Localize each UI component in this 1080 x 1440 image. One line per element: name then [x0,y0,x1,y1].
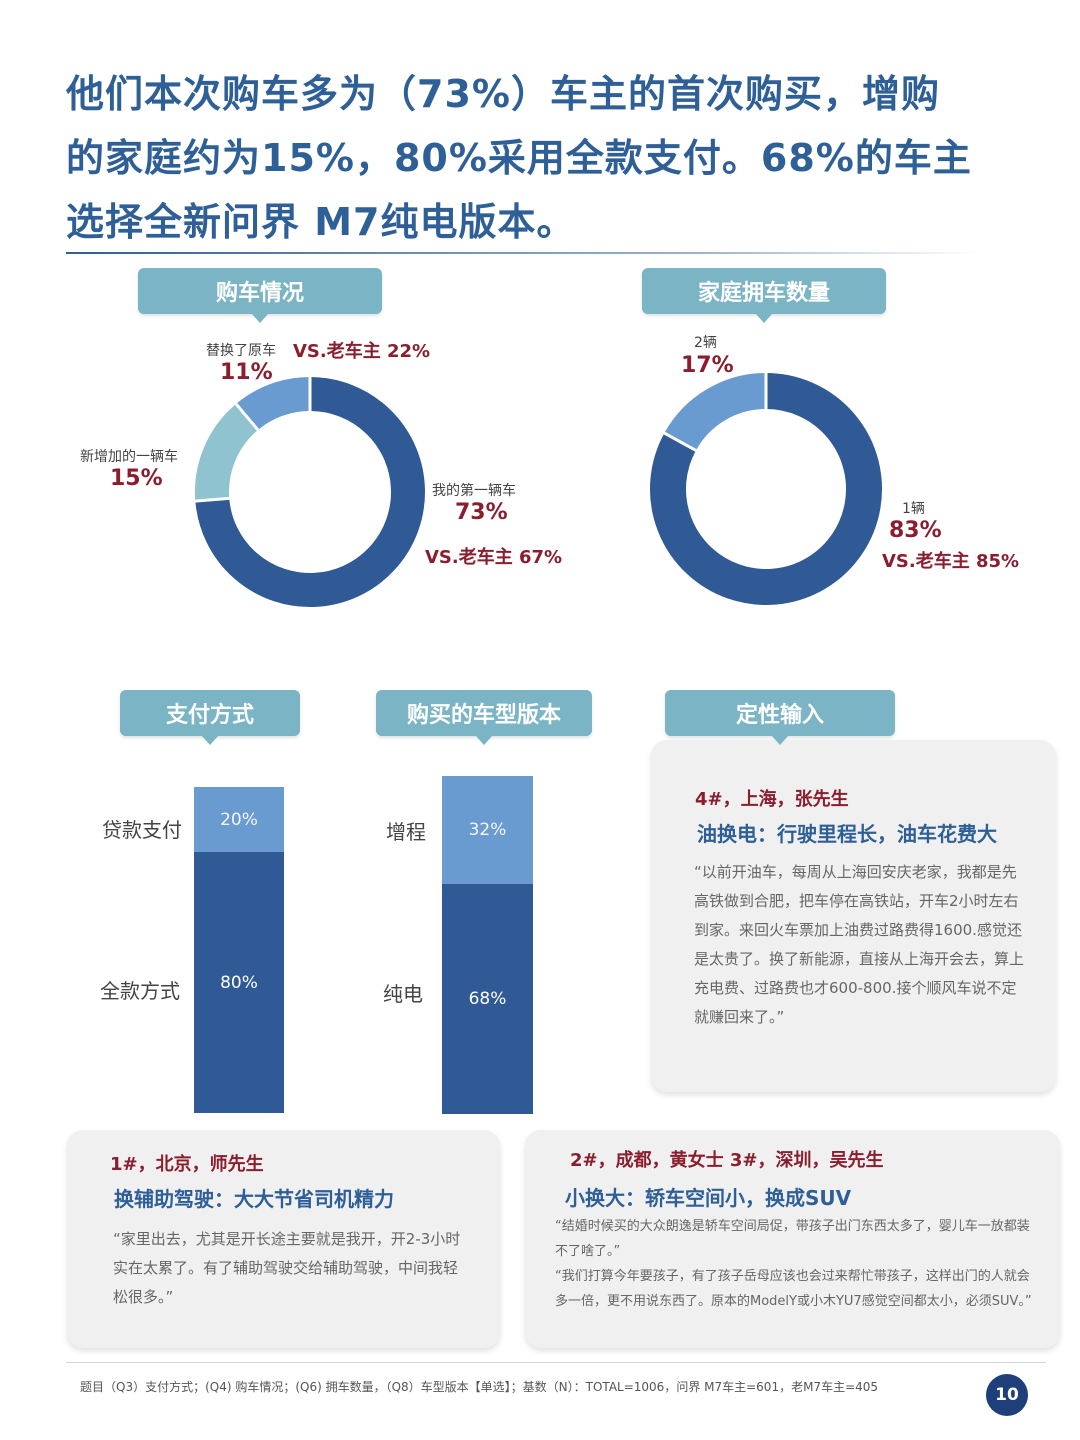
purchase-donut-chart [195,377,425,607]
purchase-additional-label: 新增加的一辆车 [80,449,178,465]
purchase-first-label: 我的第一辆车 [432,483,516,499]
household-one-value: 83% [889,518,942,543]
tab-version: 购买的车型版本 [376,690,592,745]
household-one-compare: VS.老车主 85% [882,551,1020,572]
purchase-donut-slice-1 [195,403,259,502]
household-two-value: 17% [681,353,734,378]
quote-card-beijing-headline: 换辅助驾驶：大大节省司机精力 [114,1187,394,1211]
quote-card-shanghai-quote: “以前开油车，每周从上海回安庆老家，我都是先高铁做到合肥，把车停在高铁站，开车2… [694,863,1025,1026]
payment-stacked-bar: 20% 80% [194,787,284,1113]
purchase-first-compare: VS.老车主 67% [425,547,563,568]
quote-card-chengdu-quote-1: “结婚时候买的大众朗逸是轿车空间局促，带孩子出门东西太多了，婴儿车一放都装不了啥… [555,1219,1030,1259]
quote-card-chengdu-headline: 小换大：轿车空间小，换成SUV [565,1186,852,1210]
payment-full-segment: 80% [194,852,284,1113]
version-bev-label: 纯电 [383,982,423,1006]
title-divider [66,252,980,254]
headline-line-1: 他们本次购车多为（73%）车主的首次购买，增购 [66,72,940,116]
purchase-donut-slice-0 [195,377,425,607]
tab-household: 家庭拥车数量 [642,268,886,323]
quote-card-beijing: 1#，北京，师先生 换辅助驾驶：大大节省司机精力 “家里出去，尤其是开长途主要就… [67,1130,500,1348]
quote-card-chengdu-shenzhen: 2#，成都，黄女士 3#，深圳，吴先生 小换大：轿车空间小，换成SUV “结婚时… [525,1130,1060,1348]
household-donut-chart [650,373,882,605]
purchase-additional-value: 15% [110,466,163,491]
tab-qualitative: 定性输入 [665,690,895,745]
quote-card-beijing-quote: “家里出去，尤其是开长途主要就是我开，开2-3小时实在太累了。有了辅助驾驶交给辅… [113,1230,461,1306]
purchase-replace-label: 替换了原车 [206,343,276,359]
footer-divider [66,1362,1046,1363]
version-erev-value: 32% [468,820,507,840]
purchase-donut-slice-separator-1 [195,496,230,503]
purchase-replace-value: 11% [220,360,273,385]
purchase-donut-slice-separator-2 [234,402,260,431]
household-donut-slice-1 [664,373,767,452]
page-headline: 他们本次购车多为（73%）车主的首次购买，增购 的家庭约为15%，80%采用全款… [66,62,1026,254]
tab-payment: 支付方式 [120,690,300,745]
payment-loan-label: 贷款支付 [102,818,182,842]
page-number: 10 [986,1374,1028,1416]
household-two-label: 2辆 [694,335,717,351]
quote-card-shanghai: 4#，上海，张先生 油换电：行驶里程长，油车花费大 “以前开油车，每周从上海回安… [651,740,1056,1092]
headline-line-2: 的家庭约为15%，80%采用全款支付。68%的车主 [66,136,972,180]
household-donut-slice-separator-1 [663,431,697,452]
tab-purchase: 购车情况 [138,268,382,323]
household-one-label: 1辆 [902,501,925,517]
purchase-donut-slice-2 [236,377,311,431]
quote-card-shanghai-headline: 油换电：行驶里程长，油车花费大 [697,822,997,846]
version-erev-segment: 32% [442,776,533,884]
quote-card-chengdu-tag: 2#，成都，黄女士 3#，深圳，吴先生 [570,1150,884,1171]
footnote: 题目（Q3）支付方式；(Q4) 购车情况；(Q6) 拥车数量，（Q8）车型版本【… [80,1380,879,1394]
payment-loan-segment: 20% [194,787,284,852]
version-stacked-bar: 32% 68% [442,776,533,1114]
payment-full-value: 80% [220,972,258,993]
version-erev-label: 增程 [386,820,426,844]
purchase-first-value: 73% [455,500,508,525]
household-donut-slice-0 [650,373,882,605]
quote-card-chengdu-quote-2: “我们打算今年要孩子，有了孩子岳母应该也会过来帮忙带孩子，这样出门的人就会多一倍… [555,1269,1032,1309]
purchase-replace-compare: VS.老车主 22% [293,341,431,362]
payment-loan-value: 20% [220,809,258,830]
version-bev-segment: 68% [442,884,533,1114]
headline-line-3: 选择全新问界 M7纯电版本。 [66,200,576,244]
payment-full-label: 全款方式 [100,979,180,1003]
quote-card-shanghai-tag: 4#，上海，张先生 [695,789,849,810]
quote-card-beijing-tag: 1#，北京，师先生 [110,1154,264,1175]
version-bev-value: 68% [468,989,507,1009]
